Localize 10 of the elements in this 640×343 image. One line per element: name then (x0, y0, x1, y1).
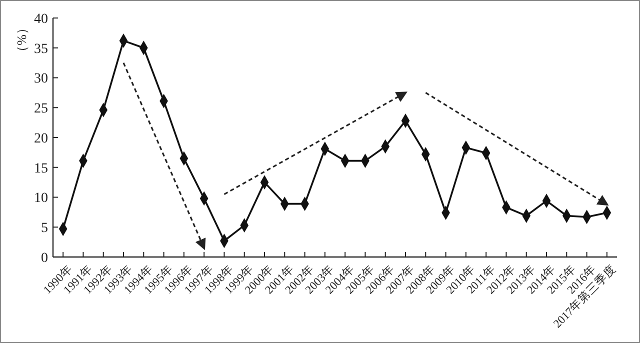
y-tick-label: 5 (41, 221, 48, 236)
y-tick-label: 40 (34, 12, 48, 27)
y-tick-label: 35 (34, 42, 48, 57)
y-tick-label: 20 (34, 131, 48, 146)
y-tick-label: 10 (34, 191, 48, 206)
y-tick-label: 0 (41, 250, 48, 266)
y-tick-label: 30 (34, 72, 48, 87)
y-axis-title: （%） (14, 22, 29, 58)
y-tick-label: 25 (34, 102, 48, 117)
y-tick-label: 15 (34, 161, 48, 176)
